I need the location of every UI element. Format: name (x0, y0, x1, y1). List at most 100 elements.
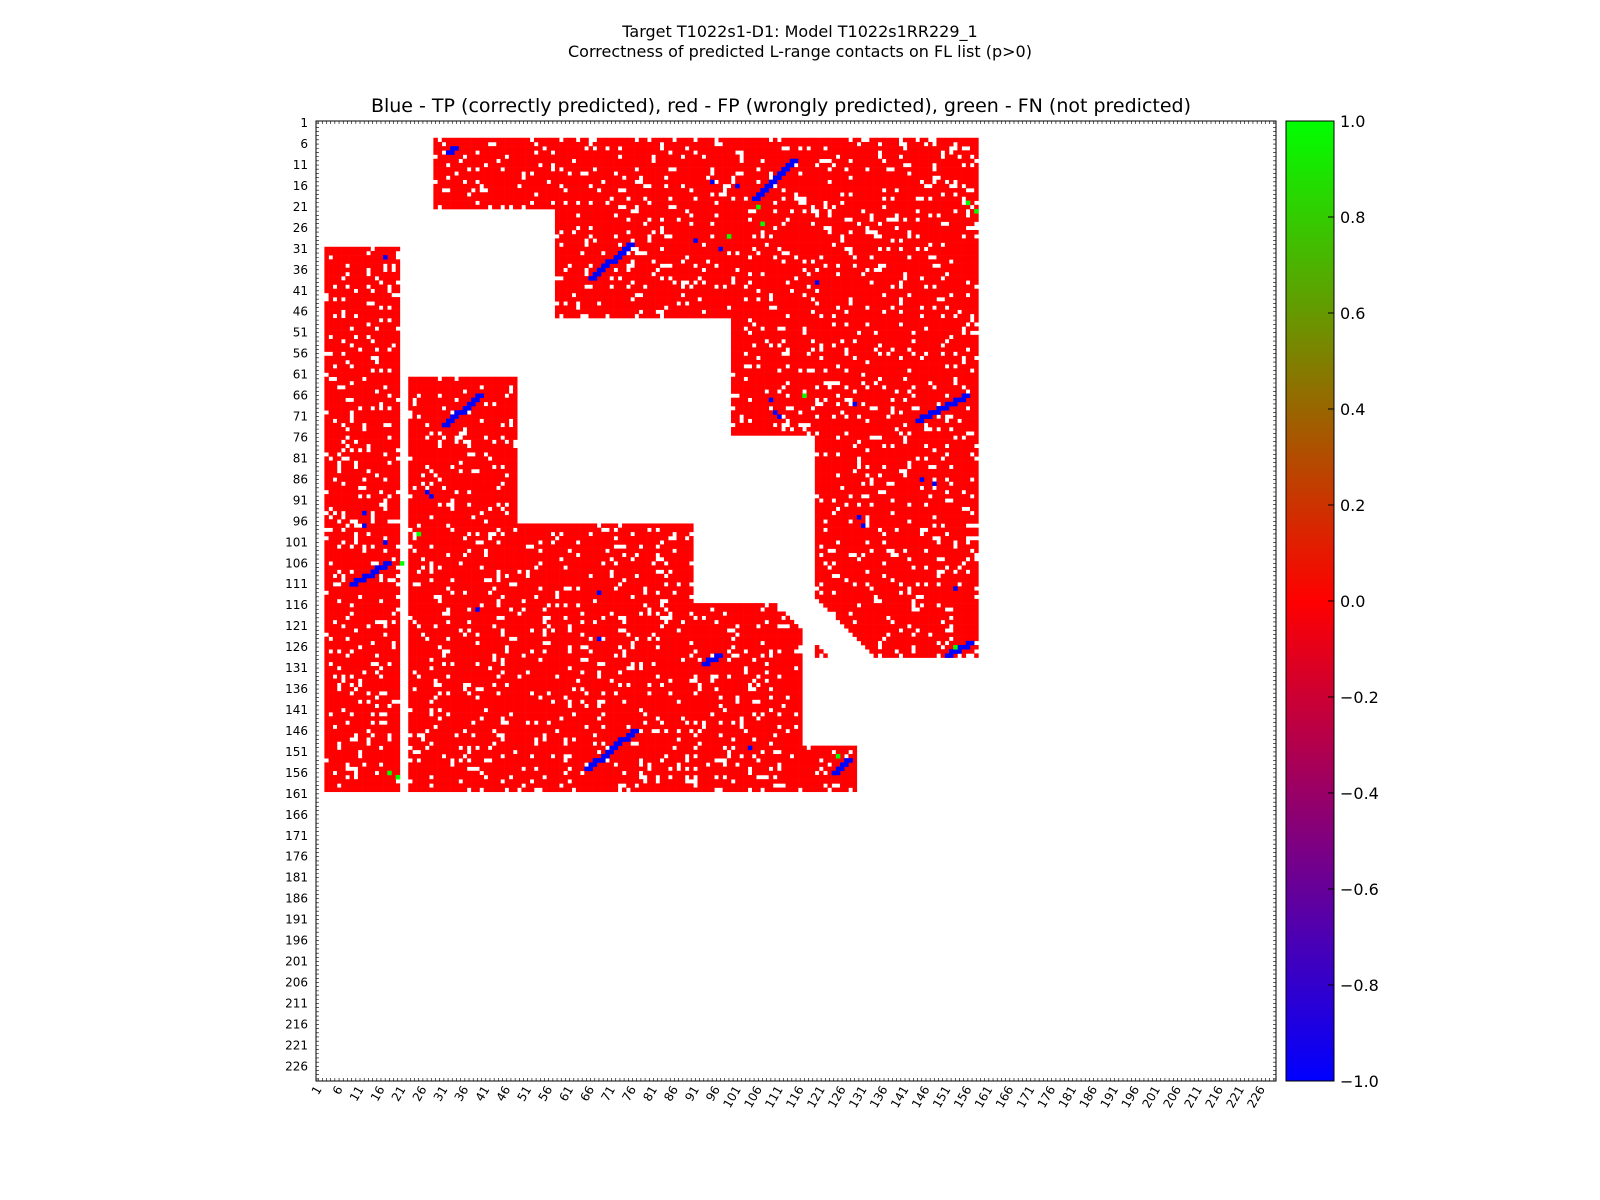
fp-cell (890, 255, 894, 259)
fp-cell (760, 205, 764, 209)
fp-cell (840, 335, 844, 339)
fp-cell (802, 230, 806, 234)
fp-cell (827, 184, 831, 188)
fp-cell (433, 146, 437, 150)
fp-cell (903, 238, 907, 242)
fp-cell (882, 180, 886, 184)
fp-cell (836, 213, 840, 217)
fp-cell (752, 205, 756, 209)
fp-cell (568, 184, 572, 188)
fp-cell (580, 276, 584, 280)
fp-cell (450, 205, 454, 209)
fp-cell (639, 238, 643, 242)
fp-cell (953, 326, 957, 330)
fp-cell (911, 276, 915, 280)
fp-cell (685, 196, 689, 200)
fp-cell (572, 176, 576, 180)
fp-cell (890, 259, 894, 263)
fp-cell (572, 314, 576, 318)
fp-cell (966, 314, 970, 318)
fp-cell (597, 171, 601, 175)
fp-cell (618, 280, 622, 284)
fp-cell (433, 201, 437, 205)
fp-cell (618, 305, 622, 309)
fp-cell (479, 155, 483, 159)
fp-cell (718, 184, 722, 188)
fp-cell (559, 159, 563, 163)
fp-cell (874, 146, 878, 150)
fp-cell (882, 318, 886, 322)
fp-cell (815, 171, 819, 175)
fp-cell (953, 167, 957, 171)
fp-cell (794, 155, 798, 159)
fp-cell (526, 142, 530, 146)
fp-cell (815, 247, 819, 251)
fp-cell (568, 226, 572, 230)
fp-cell (576, 314, 580, 318)
fp-cell (928, 226, 932, 230)
fp-cell (874, 180, 878, 184)
fp-cell (932, 318, 936, 322)
fp-cell (735, 234, 739, 238)
fp-cell (840, 222, 844, 226)
fp-cell (869, 305, 873, 309)
fp-cell (735, 163, 739, 167)
fp-cell (718, 222, 722, 226)
fp-cell (899, 289, 903, 293)
fp-cell (853, 347, 857, 351)
fp-cell (656, 192, 660, 196)
fp-cell (844, 293, 848, 297)
fp-cell (953, 213, 957, 217)
fp-cell (668, 142, 672, 146)
fp-cell (878, 289, 882, 293)
fp-cell (454, 201, 458, 205)
fp-cell (454, 176, 458, 180)
fp-cell (597, 205, 601, 209)
fp-cell (895, 314, 899, 318)
fp-cell (727, 280, 731, 284)
fp-cell (714, 314, 718, 318)
fp-cell (941, 146, 945, 150)
fp-cell (806, 234, 810, 238)
fp-cell (731, 331, 735, 335)
fp-cell (861, 180, 865, 184)
fp-cell (895, 163, 899, 167)
fp-cell (932, 243, 936, 247)
fp-cell (668, 289, 672, 293)
fp-cell (798, 272, 802, 276)
fp-cell (643, 234, 647, 238)
fp-cell (677, 176, 681, 180)
fp-cell (614, 138, 618, 142)
fp-cell (819, 196, 823, 200)
fp-cell (714, 268, 718, 272)
fp-cell (907, 335, 911, 339)
fp-cell (861, 192, 865, 196)
fp-cell (869, 142, 873, 146)
fp-cell (806, 276, 810, 280)
fp-cell (618, 196, 622, 200)
fp-cell (882, 331, 886, 335)
fp-cell (630, 196, 634, 200)
fp-cell (794, 146, 798, 150)
fp-cell (643, 155, 647, 159)
fp-cell (693, 171, 697, 175)
fp-cell (827, 343, 831, 347)
fp-cell (706, 196, 710, 200)
fp-cell (681, 192, 685, 196)
fp-cell (773, 234, 777, 238)
fp-cell (471, 184, 475, 188)
fp-cell (861, 150, 865, 154)
fp-cell (806, 318, 810, 322)
fp-cell (815, 331, 819, 335)
fp-cell (932, 322, 936, 326)
fp-cell (488, 176, 492, 180)
fp-cell (731, 293, 735, 297)
fp-cell (903, 201, 907, 205)
fp-cell (878, 255, 882, 259)
fp-cell (584, 213, 588, 217)
fp-cell (970, 255, 974, 259)
fp-cell (542, 188, 546, 192)
fp-cell (702, 293, 706, 297)
fp-cell (668, 180, 672, 184)
fp-cell (886, 326, 890, 330)
